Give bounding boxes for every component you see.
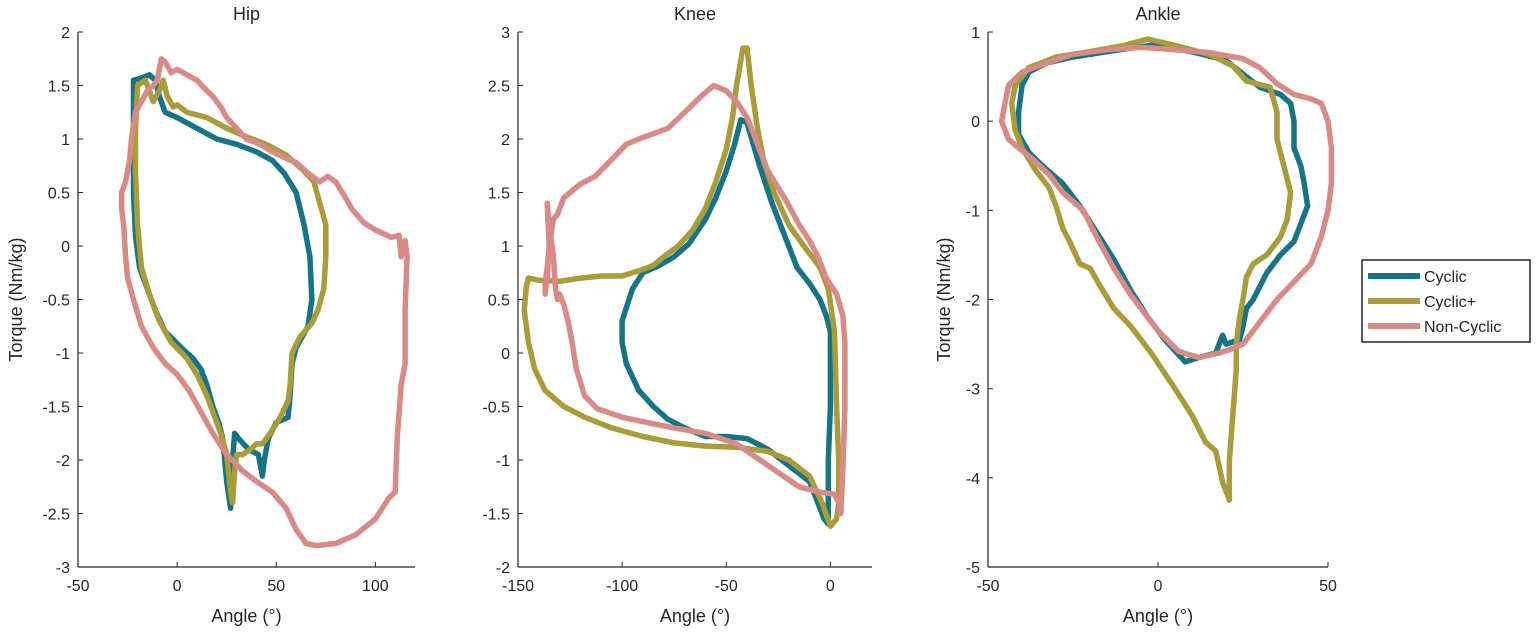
y-tick-label: -2 xyxy=(496,560,510,577)
panel-title: Knee xyxy=(674,4,716,24)
panel-hip: -50 0 50 100 -3 -2.5 -2 -1.5 -1 -0.5 0 0.5 1 1.5 2 Hip A… xyxy=(6,4,415,626)
y-tick-label: 1.5 xyxy=(488,186,510,203)
series-line-non-cyclic xyxy=(542,82,848,517)
y-tick-label: 1.5 xyxy=(48,79,70,96)
y-tick-label: -1.5 xyxy=(482,507,510,524)
x-axis-title: Angle (°) xyxy=(660,606,730,626)
y-tick-label: 0 xyxy=(501,346,510,363)
y-tick-label: -3 xyxy=(966,382,980,399)
x-tick-label: 50 xyxy=(1319,578,1337,595)
y-tick-label: 1 xyxy=(61,132,70,149)
series-line-non-cyclic xyxy=(998,44,1335,361)
series-line-cyclic xyxy=(619,116,834,527)
legend-label: Non-Cyclic xyxy=(1424,319,1501,336)
series-line-non-cyclic xyxy=(118,56,410,549)
y-tick-label: 0 xyxy=(61,239,70,256)
y-tick-label: 1 xyxy=(501,239,510,256)
y-tick-label: -5 xyxy=(966,560,980,577)
y-tick-label: -2 xyxy=(966,293,980,310)
y-tick-label: 3 xyxy=(501,25,510,42)
series-line-cyclicplus xyxy=(1009,36,1294,503)
x-tick-label: 100 xyxy=(362,578,389,595)
y-tick-label: 0 xyxy=(971,114,980,131)
x-tick-label: 0 xyxy=(173,578,182,595)
legend-label: Cyclic xyxy=(1424,269,1467,286)
y-tick-label: 0.5 xyxy=(488,293,510,310)
series-line-cyclic xyxy=(130,72,315,511)
x-axis-title: Angle (°) xyxy=(1123,606,1193,626)
x-tick-label: -100 xyxy=(606,578,638,595)
y-tick-label: -1 xyxy=(496,453,510,470)
x-tick-label: -50 xyxy=(66,578,89,595)
x-tick-label: 0 xyxy=(826,578,835,595)
y-tick-label: -3 xyxy=(56,560,70,577)
y-tick-label: -0.5 xyxy=(482,400,510,417)
x-tick-label: -50 xyxy=(976,578,999,595)
y-tick-label: 1 xyxy=(971,25,980,42)
y-tick-label: -2 xyxy=(56,453,70,470)
y-axis-title: Torque (Nm/kg) xyxy=(934,237,954,361)
y-tick-label: 2 xyxy=(501,132,510,149)
y-tick-label: 0.5 xyxy=(48,186,70,203)
y-tick-label: -1 xyxy=(966,203,980,220)
y-tick-label: -0.5 xyxy=(42,293,70,310)
x-axis-title: Angle (°) xyxy=(211,606,281,626)
x-tick-label: -150 xyxy=(502,578,534,595)
panel-knee: -150 -100 -50 0 -2 -1.5 -1 -0.5 0 0.5 1 1.5 2 2.5 3 Kne… xyxy=(482,4,872,626)
y-tick-label: -2.5 xyxy=(42,507,70,524)
y-tick-label: 2.5 xyxy=(488,79,510,96)
y-tick-label: -1.5 xyxy=(42,400,70,417)
x-tick-label: -50 xyxy=(715,578,738,595)
series-line-cyclicplus xyxy=(521,45,842,530)
legend: Cyclic Cyclic+ Non-Cyclic xyxy=(1361,259,1531,343)
y-tick-label: 2 xyxy=(61,25,70,42)
panel-title: Ankle xyxy=(1135,4,1180,24)
legend-label: Cyclic+ xyxy=(1424,294,1476,311)
y-tick-label: -1 xyxy=(56,346,70,363)
panel-ankle: -50 0 50 -5 -4 -3 -2 -1 0 1 Ankle Angle (°) Torque (… xyxy=(934,4,1337,626)
x-tick-label: 0 xyxy=(1154,578,1163,595)
y-tick-label: -4 xyxy=(966,471,980,488)
x-tick-label: 50 xyxy=(267,578,285,595)
series-line-cyclicplus xyxy=(132,77,329,506)
panel-title: Hip xyxy=(233,4,260,24)
y-axis-title: Torque (Nm/kg) xyxy=(6,237,26,361)
